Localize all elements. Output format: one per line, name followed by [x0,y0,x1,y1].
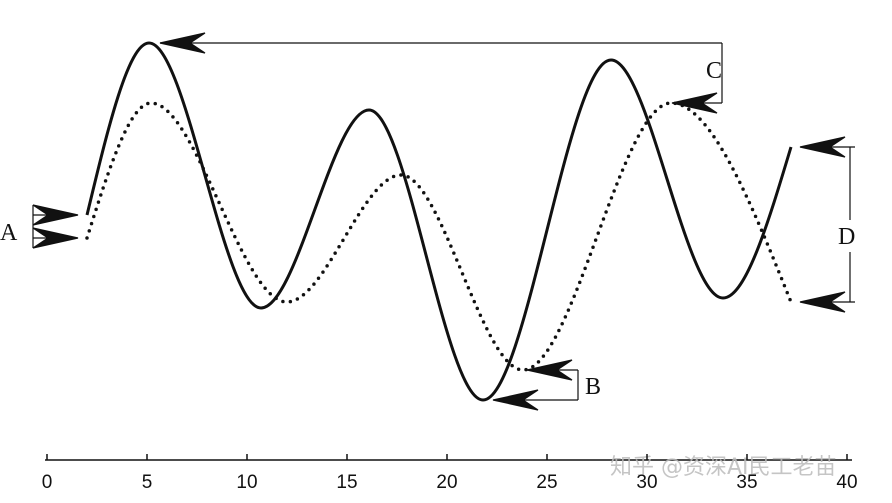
annotation-label: D [838,224,855,250]
x-tick-label: 40 [836,472,857,493]
annotation-label: A [0,220,18,246]
x-tick-label: 30 [636,472,657,493]
x-tick-label: 10 [236,472,257,493]
x-tick-label: 0 [42,472,53,493]
annotation-label: C [706,58,722,84]
watermark: 知乎 @资深AI民工老苗 [610,455,837,480]
x-tick-label: 35 [736,472,757,493]
x-tick-label: 25 [536,472,557,493]
annotation-arrows [32,32,855,411]
series-line [85,101,793,372]
x-tick-label: 15 [336,472,357,493]
x-tick-label: 20 [436,472,457,493]
series-line [85,41,793,402]
x-tick-label: 5 [142,472,153,493]
annotation-label: B [585,374,601,400]
